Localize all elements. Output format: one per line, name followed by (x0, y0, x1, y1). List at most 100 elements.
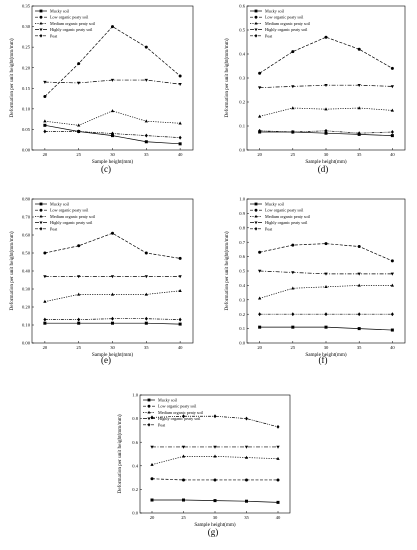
data-point (390, 259, 394, 263)
data-point (245, 416, 248, 421)
data-point (111, 25, 114, 29)
y-tick-label: 0.05 (22, 127, 31, 132)
data-point (213, 454, 217, 458)
x-tick-label: 25 (291, 345, 296, 350)
y-tick-label: 0.5 (239, 28, 245, 33)
x-axis-label: Sample height(mm) (305, 158, 347, 165)
data-point (276, 424, 280, 429)
y-tick-label: 0.35 (22, 4, 31, 9)
data-point (178, 135, 182, 140)
x-tick-label: 40 (390, 152, 395, 157)
legend-entry: Mucky soil (50, 9, 70, 14)
data-point (357, 283, 361, 287)
data-point (390, 272, 395, 276)
data-point (111, 231, 114, 235)
data-point (257, 296, 262, 300)
data-point (43, 299, 47, 303)
data-point (43, 275, 47, 279)
legend-marker (254, 33, 258, 38)
y-tick-label: 0.4 (239, 52, 245, 57)
x-tick-label: 20 (257, 345, 262, 350)
data-point (357, 106, 361, 110)
data-point (245, 478, 248, 482)
legend-marker (39, 15, 43, 19)
data-point (178, 121, 182, 125)
legend-marker (254, 28, 258, 32)
data-point (77, 317, 81, 322)
x-tick-label: 40 (178, 152, 183, 157)
legend-entry: Highly organic peaty soil (50, 27, 93, 32)
legend-marker (39, 214, 43, 218)
data-point (291, 271, 295, 275)
legend-entry: Mucky soil (265, 9, 285, 14)
x-tick-label: 20 (43, 345, 48, 350)
y-tick-label: 0.4 (132, 463, 138, 468)
data-point (77, 129, 81, 134)
panel-label: (g) (208, 527, 219, 537)
data-point (244, 455, 249, 459)
data-point (276, 445, 280, 449)
data-point (258, 312, 262, 317)
legend-marker (39, 33, 43, 38)
data-point (258, 325, 262, 329)
y-tick-label: 0.3 (239, 76, 245, 81)
y-tick-label: 0.2 (132, 487, 138, 492)
data-point (77, 292, 81, 296)
data-point (182, 414, 185, 419)
legend-entry: Mucky soil (265, 202, 285, 207)
data-point (43, 321, 47, 325)
legend-marker (39, 208, 43, 212)
data-point (178, 275, 182, 279)
x-tick-label: 35 (144, 152, 149, 157)
x-tick-label: 30 (213, 515, 218, 520)
panel-label: (e) (101, 355, 111, 365)
y-tick-label: 0.2 (239, 312, 245, 317)
x-tick-label: 40 (276, 515, 281, 520)
data-point (144, 316, 148, 321)
data-point (178, 289, 182, 292)
legend-entry: Low organic peaty soil (265, 15, 304, 20)
legend-marker (39, 226, 43, 231)
legend-entry: Highly organic peaty soil (50, 220, 93, 225)
y-tick-label: 0.1 (239, 326, 245, 331)
legend-marker (39, 21, 43, 25)
y-tick-label: 0.50 (22, 251, 31, 256)
y-tick-label: 0.10 (22, 106, 31, 111)
y-tick-label: 0.8 (239, 225, 245, 230)
data-point (257, 114, 262, 118)
data-point (110, 292, 115, 296)
y-tick-label: 0.5 (239, 269, 245, 274)
legend-entry: Medium organic peaty soil (265, 214, 311, 219)
data-point (43, 95, 47, 99)
data-point (390, 312, 394, 317)
series-line-2 (44, 26, 181, 97)
data-point (324, 107, 328, 111)
legend-entry: Highly organic peaty soil (265, 220, 308, 225)
y-tick-label: 0.8 (132, 416, 138, 421)
legend-entry: Peat (265, 33, 273, 38)
data-point (43, 119, 47, 123)
data-point (291, 243, 295, 247)
series-line-5 (44, 131, 181, 139)
x-axis-label: Sample height(mm) (92, 351, 134, 358)
data-point (244, 445, 249, 449)
data-point (357, 312, 361, 317)
legend-marker (39, 9, 43, 13)
x-tick-label: 30 (324, 345, 329, 350)
data-point (324, 325, 328, 329)
x-tick-label: 20 (43, 152, 48, 157)
legend-marker (147, 398, 151, 402)
data-point (324, 242, 328, 246)
legend-entry: Medium organic peaty soil (50, 214, 96, 219)
chart-panel-2: 0.0 0.1 0.2 0.3 0.4 0.5 0.6 20 25 30 35 40 Sample he… (223, 4, 406, 174)
data-point (150, 445, 154, 449)
data-point (43, 251, 47, 255)
data-point (110, 109, 115, 113)
x-tick-label: 30 (110, 345, 115, 350)
data-point (150, 477, 154, 481)
data-point (357, 47, 361, 51)
legend-marker (39, 221, 43, 225)
legend-entry: Mucky soil (158, 398, 178, 403)
y-tick-label: 0.70 (22, 215, 31, 220)
